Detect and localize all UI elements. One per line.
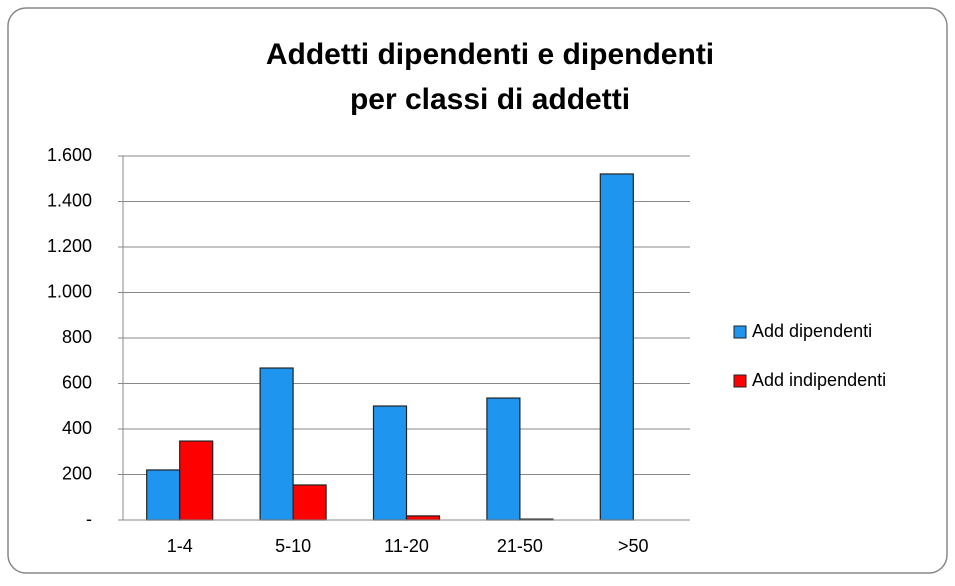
y-tick-label: 1.400 (47, 190, 92, 210)
bar (292, 484, 327, 521)
x-tick-label: 5-10 (275, 536, 311, 556)
y-tick-label: - (86, 509, 92, 529)
chart-frame (7, 7, 948, 574)
y-tick-label: 400 (62, 418, 92, 438)
bar (179, 440, 214, 521)
y-tick-label: 1.600 (47, 145, 92, 165)
x-tick-label: 1-4 (167, 536, 193, 556)
x-tick-label: 21-50 (497, 536, 543, 556)
bar (405, 515, 441, 521)
legend-swatch (733, 374, 747, 388)
bar (599, 173, 634, 521)
y-tick-label: 600 (62, 372, 92, 392)
chart-title: per classi di addetti (350, 83, 630, 116)
legend-swatch (733, 325, 747, 339)
bar (259, 367, 294, 521)
legend-label: Add dipendenti (752, 321, 872, 341)
bar (486, 397, 521, 521)
chart-title: Addetti dipendenti e dipendenti (266, 38, 714, 71)
y-tick-label: 1.200 (47, 236, 92, 256)
legend-label: Add indipendenti (752, 370, 886, 390)
bar (372, 405, 408, 521)
x-tick-label: 11-20 (384, 536, 429, 556)
bar (146, 469, 181, 521)
y-tick-label: 1.000 (47, 281, 92, 301)
y-tick-label: 800 (62, 327, 92, 347)
x-tick-label: >50 (618, 536, 649, 556)
y-tick-label: 200 (62, 463, 92, 483)
